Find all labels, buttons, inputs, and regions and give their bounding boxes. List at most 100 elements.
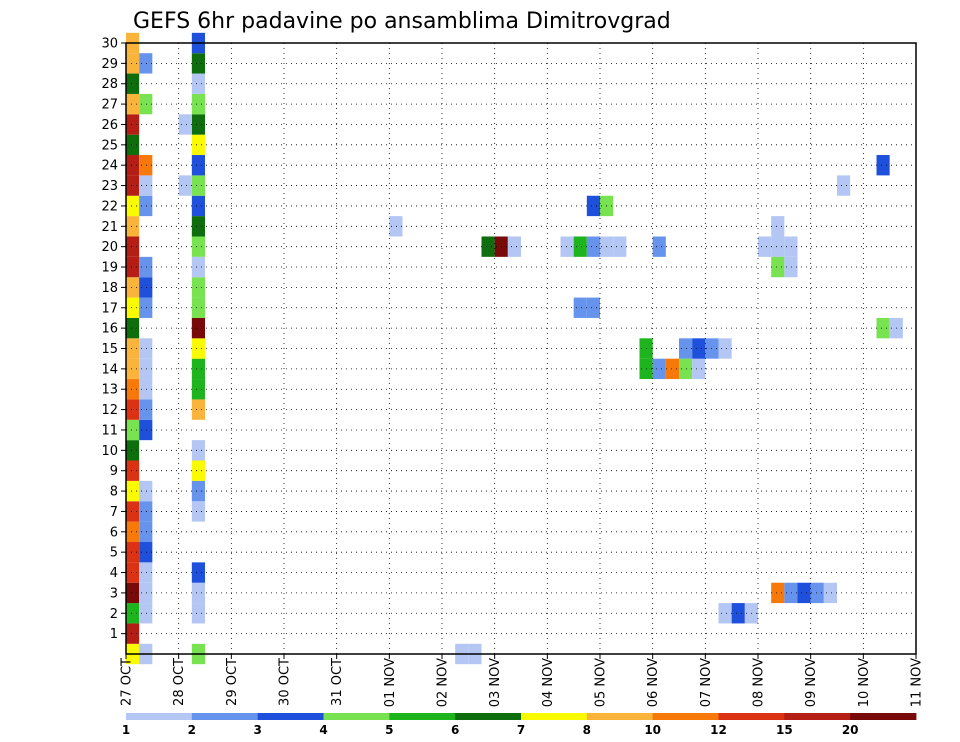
heatmap-cell [586,236,600,257]
heatmap-cell [139,93,153,115]
x-tick-label: 28 OCT [172,658,187,706]
y-tick-label: 18 [101,281,118,296]
colorbar-label: 20 [842,723,859,737]
y-tick-label: 16 [101,322,118,337]
heatmap-cell [126,236,140,257]
colorbar-swatch [784,713,851,720]
colorbar-label: 15 [776,723,793,737]
y-tick-label: 29 [101,57,118,72]
heatmap-cell [126,582,140,604]
x-tick-label: 30 OCT [278,658,293,706]
heatmap-cell [191,317,205,339]
heatmap-cell [507,236,521,257]
y-axis: 1234567891011121314151617181920212223242… [101,37,126,642]
heatmap-cell [178,175,192,196]
heatmap-cell [126,93,140,115]
heatmap-cell [191,582,205,604]
chart-title: GEFS 6hr padavine po ansamblima Dimitrov… [133,9,671,34]
heatmap-cell [126,73,140,94]
heatmap-cell [692,358,706,380]
heatmap-cell [139,338,153,359]
heatmap-cell [126,562,140,583]
y-tick-label: 1 [110,627,118,642]
x-axis: 27 OCT 28 OCT 29 OCT 30 OCT 31 OCT 01 NOV 02 N… [120,654,925,707]
heatmap-cell [139,277,153,298]
heatmap-cell [191,216,205,237]
heatmap-cell [652,236,666,257]
heatmap-cell [784,256,798,278]
heatmap-cell [139,562,153,583]
heatmap-cell [837,175,851,196]
x-tick-label: 27 OCT [120,658,135,706]
heatmap-cell [139,521,153,542]
heatmap-cell [665,358,679,380]
heatmap-cell [126,419,140,441]
heatmap-cell [718,338,732,359]
heatmap-cell [823,582,837,604]
colorbar-swatch [389,713,456,720]
x-tick-label: 06 NOV [646,658,661,707]
heatmap-cell [126,134,140,156]
heatmap-cell [139,419,153,441]
heatmap-cell [126,317,140,339]
heatmap-cell [613,236,627,257]
colorbar-label: 5 [385,723,393,737]
colorbar-swatch [850,713,917,720]
heatmap-cell [126,358,140,380]
y-tick-label: 12 [101,403,118,418]
heatmap-cell [731,603,745,624]
heatmap-cell [126,480,140,502]
heatmap-cell [139,53,153,74]
x-tick-label: 02 NOV [436,658,451,707]
heatmap-cell [139,297,153,318]
heatmap-cell [191,155,205,176]
heatmap-cell [139,399,153,420]
heatmap-cell [810,582,824,604]
colorbar-swatch [521,713,588,720]
heatmap-cell [178,114,192,135]
heatmap-cell [139,195,153,217]
heatmap-cell [191,236,205,257]
grid-lines [126,43,916,654]
y-tick-label: 13 [101,383,118,398]
heatmap-cell [191,256,205,278]
heatmap-cell [126,277,140,298]
heatmap-cell [191,73,205,94]
x-tick-label: 07 NOV [699,658,714,707]
heatmap-cell [586,297,600,318]
y-tick-label: 26 [101,118,118,133]
heatmap-cell [191,195,205,217]
heatmap-cell [191,562,205,583]
heatmap-cell [191,379,205,400]
heatmap-cell [573,236,587,257]
heatmap-cell [679,358,693,380]
x-tick-label: 11 NOV [910,658,925,707]
y-tick-label: 17 [101,301,118,316]
y-tick-label: 11 [101,423,118,438]
heatmap-cell [771,216,785,237]
y-tick-label: 9 [110,464,118,479]
x-tick-label: 01 NOV [383,658,398,707]
heatmap-cell [191,297,205,318]
heatmap-cell [126,195,140,217]
colorbar-swatch [455,713,522,720]
heatmap-cell [139,582,153,604]
heatmap-cell [191,175,205,196]
colorbar-label: 1 [122,723,130,737]
heatmap-cell [718,603,732,624]
y-tick-label: 3 [110,586,118,601]
heatmap-cell [797,582,811,604]
x-tick-label: 08 NOV [752,658,767,707]
heatmap-cell [191,440,205,461]
y-tick-label: 27 [101,98,118,113]
x-tick-label: 04 NOV [541,658,556,707]
heatmap-cell [191,358,205,380]
heatmap-cell [191,134,205,156]
colorbar: 1 2 3 4 5 6 7 8 10 12 15 20 [122,713,917,737]
heatmap-cell [126,440,140,461]
colorbar-label: 3 [253,723,261,737]
x-tick-label: 10 NOV [857,658,872,707]
heatmap-cell [679,338,693,359]
heatmap-cell [573,297,587,318]
heatmap-cell [481,236,495,257]
